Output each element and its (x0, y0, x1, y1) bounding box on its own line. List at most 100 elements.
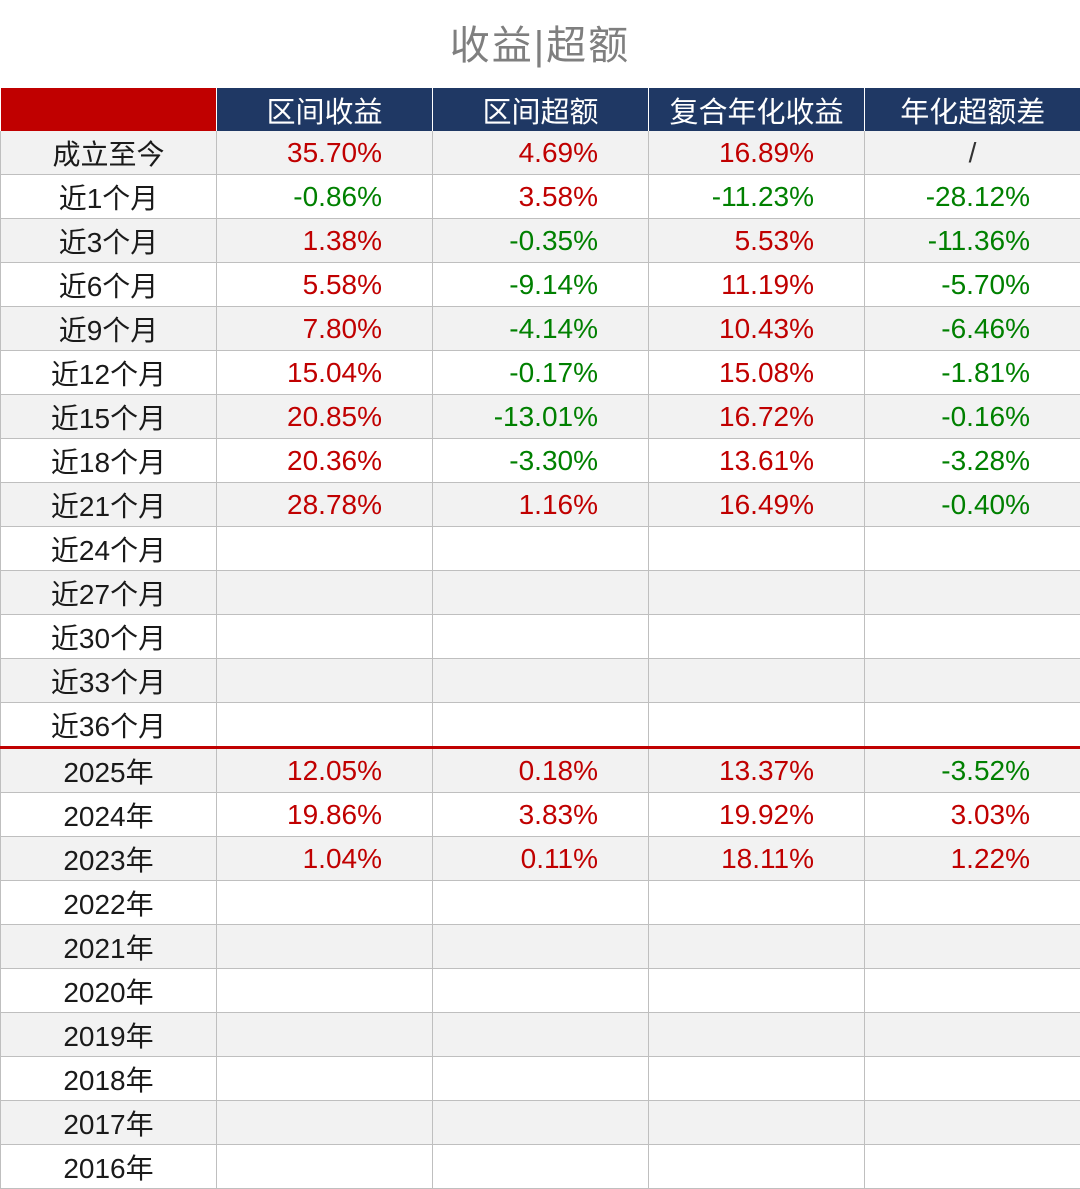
row-label: 2018年 (1, 1057, 217, 1101)
table-cell: 5.53% (649, 219, 865, 263)
row-label: 近33个月 (1, 659, 217, 703)
table-cell: -0.16% (865, 395, 1080, 439)
table-cell: 1.38% (217, 219, 433, 263)
table-cell (649, 615, 865, 659)
table-cell (217, 1101, 433, 1145)
table-cell (217, 1145, 433, 1189)
table-cell (649, 925, 865, 969)
row-label: 2025年 (1, 748, 217, 793)
table-cell: 10.43% (649, 307, 865, 351)
table-cell (865, 925, 1080, 969)
table-cell (217, 1013, 433, 1057)
table-cell: -28.12% (865, 175, 1080, 219)
table-cell (865, 571, 1080, 615)
table-cell (865, 969, 1080, 1013)
row-label: 近9个月 (1, 307, 217, 351)
table-cell: -9.14% (433, 263, 649, 307)
table-cell (649, 1057, 865, 1101)
table-row: 近33个月 (1, 659, 1080, 703)
table-cell (433, 969, 649, 1013)
table-row: 近24个月 (1, 527, 1080, 571)
table-cell: 16.49% (649, 483, 865, 527)
table-cell (433, 1101, 649, 1145)
table-cell (217, 969, 433, 1013)
table-cell (433, 703, 649, 748)
table-cell: -11.36% (865, 219, 1080, 263)
header-interval-return: 区间收益 (217, 88, 433, 131)
table-cell: -0.86% (217, 175, 433, 219)
table-cell: 16.89% (649, 131, 865, 175)
table-cell (865, 881, 1080, 925)
row-label: 近30个月 (1, 615, 217, 659)
table-row: 2020年 (1, 969, 1080, 1013)
row-label: 2022年 (1, 881, 217, 925)
table-cell (865, 703, 1080, 748)
row-label: 2016年 (1, 1145, 217, 1189)
table-cell: 11.19% (649, 263, 865, 307)
table-cell: -0.40% (865, 483, 1080, 527)
table-cell: 18.11% (649, 837, 865, 881)
page-title: 收益|超额 (0, 0, 1080, 88)
table-cell: 1.16% (433, 483, 649, 527)
row-label: 近1个月 (1, 175, 217, 219)
table-cell (865, 527, 1080, 571)
table-cell: -11.23% (649, 175, 865, 219)
table-cell: 3.58% (433, 175, 649, 219)
table-cell (649, 659, 865, 703)
table-cell: 7.80% (217, 307, 433, 351)
table-row: 2017年 (1, 1101, 1080, 1145)
table-cell (433, 881, 649, 925)
table-cell: 13.61% (649, 439, 865, 483)
row-label: 2023年 (1, 837, 217, 881)
table-row: 近27个月 (1, 571, 1080, 615)
table-cell (217, 1057, 433, 1101)
table-cell: 1.04% (217, 837, 433, 881)
table-cell (865, 1145, 1080, 1189)
table-cell (433, 659, 649, 703)
table-cell: 5.58% (217, 263, 433, 307)
header-annualized-excess-diff: 年化超额差 (865, 88, 1080, 131)
table-row: 近30个月 (1, 615, 1080, 659)
table-cell (433, 925, 649, 969)
table-cell: 12.05% (217, 748, 433, 793)
table-cell: -13.01% (433, 395, 649, 439)
table-cell (649, 969, 865, 1013)
table-row: 2016年 (1, 1145, 1080, 1189)
header-corner (1, 88, 217, 131)
table-row: 2021年 (1, 925, 1080, 969)
table-cell: -4.14% (433, 307, 649, 351)
table-cell: 35.70% (217, 131, 433, 175)
row-label: 成立至今 (1, 131, 217, 175)
table-cell: -3.30% (433, 439, 649, 483)
table-cell: -3.28% (865, 439, 1080, 483)
table-cell (217, 703, 433, 748)
row-label: 近12个月 (1, 351, 217, 395)
table-cell (649, 881, 865, 925)
table-cell: -0.35% (433, 219, 649, 263)
table-cell (649, 703, 865, 748)
table-cell: -3.52% (865, 748, 1080, 793)
table-cell: 15.04% (217, 351, 433, 395)
table-cell: 3.03% (865, 793, 1080, 837)
table-cell: -1.81% (865, 351, 1080, 395)
table-cell (433, 527, 649, 571)
table-row: 2019年 (1, 1013, 1080, 1057)
row-label: 近18个月 (1, 439, 217, 483)
table-cell (217, 615, 433, 659)
table-cell: 20.36% (217, 439, 433, 483)
table-cell (865, 615, 1080, 659)
table-row: 近1个月-0.86%3.58%-11.23%-28.12% (1, 175, 1080, 219)
table-cell (433, 1145, 649, 1189)
row-label: 2024年 (1, 793, 217, 837)
table-cell (433, 615, 649, 659)
table-cell: 0.18% (433, 748, 649, 793)
